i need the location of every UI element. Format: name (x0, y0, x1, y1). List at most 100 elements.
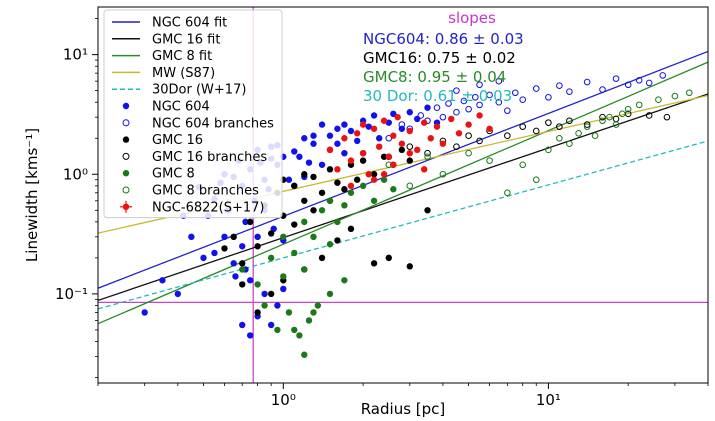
point-ngc-604-branches (465, 105, 472, 113)
point-gmc-16 (254, 243, 261, 250)
point-ngc-604-branches (566, 88, 573, 95)
point-gmc-8 (359, 182, 367, 190)
point-ngc-6822-s-17 (455, 130, 463, 137)
point-ngc-604 (334, 125, 341, 132)
point-gmc-8 (261, 302, 268, 309)
point-ngc-604-branches (556, 82, 563, 89)
point-gmc-8 (326, 290, 334, 298)
point-ngc-6822-s-17 (394, 113, 401, 121)
point-ngc-604-branches (472, 93, 479, 101)
slope-value: GMC8: 0.95 ± 0.04 (363, 68, 506, 86)
point-ngc-6822-s-17 (341, 135, 348, 142)
point-gmc-8 (301, 218, 308, 226)
point-ngc-6822-s-17 (370, 176, 378, 183)
point-ngc-604-branches (460, 97, 468, 105)
slopes-title: slopes (448, 9, 496, 27)
point-ngc-604 (230, 260, 237, 267)
point-gmc-8-branches (406, 182, 414, 190)
point-ngc-604-branches (624, 81, 632, 89)
point-ngc-6822-s-17 (326, 146, 334, 154)
point-ngc-604 (390, 110, 397, 118)
point-gmc-8 (390, 186, 397, 193)
point-ngc-604-branches (398, 121, 406, 128)
point-ngc-604-branches (583, 78, 591, 86)
point-gmc-8 (280, 233, 287, 241)
fit-line-gmc-8-fit (98, 61, 708, 325)
legend-label: GMC 8 branches (152, 184, 259, 199)
point-gmc-8-branches (566, 140, 573, 148)
point-ngc-6822-s-17 (486, 125, 493, 132)
point-ngc-604 (365, 123, 372, 130)
slope-value: NGC604: 0.86 ± 0.03 (363, 30, 524, 48)
point-ngc-604 (188, 233, 195, 241)
point-ngc-604-branches (545, 93, 552, 101)
point-ngc-6822-s-17 (414, 146, 421, 154)
legend-label: GMC 16 branches (152, 150, 267, 165)
point-gmc-16 (246, 218, 254, 226)
point-gmc-8 (280, 273, 287, 280)
point-gmc-16 (291, 221, 298, 228)
legend-label: 30Dor (W+17) (152, 83, 246, 98)
point-gmc-16 (380, 153, 388, 160)
point-gmc-16 (318, 189, 326, 196)
point-ngc-6822-s-17 (380, 117, 388, 124)
point-gmc-16 (310, 173, 317, 181)
point-ngc-6822-s-17 (406, 127, 413, 135)
point-gmc-8-branches (655, 96, 662, 103)
point-gmc-8-branches (545, 146, 552, 154)
point-gmc-8 (285, 309, 293, 316)
point-gmc-16 (341, 186, 348, 193)
point-gmc-16 (385, 254, 392, 262)
point-ngc-604-branches (532, 85, 540, 92)
legend-label: NGC 604 branches (152, 116, 274, 131)
point-gmc-16-branches (476, 137, 483, 145)
point-gmc-8 (334, 218, 341, 226)
point-ngc-6822-s-17 (406, 149, 413, 157)
point-ngc-6822-s-17 (365, 171, 372, 178)
point-ngc-6822-s-17 (380, 171, 388, 178)
point-gmc-8-branches (591, 132, 599, 140)
legend-item: GMC 16 fit (112, 32, 220, 47)
point-ngc-6822-s-17 (439, 140, 447, 147)
point-ngc-604-branches (645, 79, 653, 87)
point-gmc-16 (301, 171, 308, 178)
point-gmc-16 (318, 254, 326, 262)
point-ngc-604 (370, 112, 378, 119)
legend-label: GMC 16 (152, 133, 203, 148)
point-gmc-8 (239, 266, 246, 273)
point-gmc-8-branches (671, 92, 679, 100)
point-ngc-6822-s-17 (370, 125, 378, 132)
point-ngc-604 (305, 159, 313, 166)
point-ngc-604-branches (486, 91, 493, 99)
point-ngc-6822-s-17 (390, 132, 397, 139)
point-gmc-16 (254, 309, 261, 316)
point-ngc-604-branches (417, 112, 425, 119)
legend-label: GMC 8 (152, 167, 195, 182)
legend-item: GMC 16 (122, 133, 203, 148)
point-gmc-16-branches (663, 113, 671, 121)
point-ngc-604 (239, 321, 246, 329)
point-ngc-604-branches (476, 101, 483, 109)
point-ngc-604 (406, 109, 413, 116)
legend-label: GMC 16 fit (152, 32, 220, 47)
legend-label: MW (S87) (152, 66, 215, 81)
point-ngc-604 (310, 140, 317, 147)
point-gmc-16-branches (532, 127, 540, 135)
point-gmc-16-branches (599, 113, 606, 121)
legend-item: GMC 8 fit (112, 49, 212, 64)
fit-line-30dor-w-17- (98, 140, 708, 310)
legend-label: NGC-6822(S+17) (152, 200, 264, 215)
point-gmc-16 (310, 207, 317, 214)
point-ngc-604-branches (659, 72, 667, 79)
point-ngc-6822-s-17 (420, 119, 428, 126)
point-gmc-16 (370, 171, 378, 178)
point-ngc-6822-s-17 (420, 166, 428, 173)
fit-line-gmc-16-fit (98, 93, 708, 302)
point-ngc-6822-s-17 (359, 149, 367, 157)
point-ngc-604-branches (433, 104, 441, 111)
point-gmc-8 (296, 332, 303, 339)
point-ngc-604 (141, 309, 148, 316)
point-ngc-6822-s-17 (390, 161, 397, 168)
point-ngc-604 (318, 121, 326, 128)
legend-item: NGC 604 (122, 100, 210, 115)
